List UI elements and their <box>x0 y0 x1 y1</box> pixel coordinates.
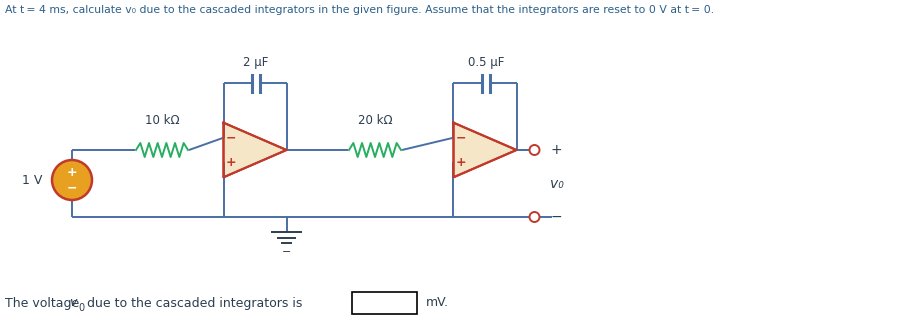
Text: due to the cascaded integrators is: due to the cascaded integrators is <box>83 296 306 309</box>
Circle shape <box>529 145 539 155</box>
Text: v: v <box>69 296 77 309</box>
Text: At t = 4 ms, calculate v₀ due to the cascaded integrators in the given figure. A: At t = 4 ms, calculate v₀ due to the cas… <box>5 5 715 15</box>
Text: −: − <box>282 247 291 257</box>
Text: +: + <box>455 156 466 169</box>
Text: −: − <box>550 210 562 224</box>
Circle shape <box>529 212 539 222</box>
Text: +: + <box>66 166 77 179</box>
Text: −: − <box>455 131 466 144</box>
Text: v₀: v₀ <box>550 176 563 190</box>
Text: +: + <box>225 156 236 169</box>
Text: The voltage: The voltage <box>5 296 83 309</box>
Text: 20 kΩ: 20 kΩ <box>358 114 393 127</box>
Text: 1 V: 1 V <box>21 174 42 187</box>
Text: −: − <box>66 182 77 195</box>
Text: 10 kΩ: 10 kΩ <box>145 114 179 127</box>
Text: 2 μF: 2 μF <box>243 56 268 69</box>
Text: mV.: mV. <box>426 296 449 309</box>
Circle shape <box>52 160 92 200</box>
Text: −: − <box>225 131 236 144</box>
Polygon shape <box>223 123 287 177</box>
Text: 0: 0 <box>78 303 84 313</box>
Text: +: + <box>550 143 562 157</box>
Polygon shape <box>454 123 516 177</box>
Bar <box>352 292 417 314</box>
Text: 0.5 μF: 0.5 μF <box>467 56 504 69</box>
